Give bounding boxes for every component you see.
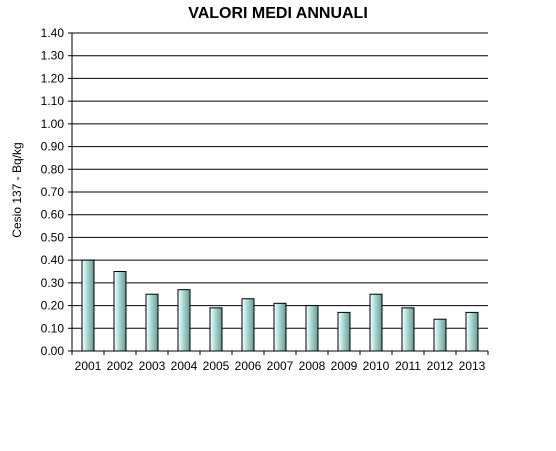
y-tick-label: 0.30 <box>41 276 65 290</box>
y-tick-labels: 0.00 0.10 0.20 0.30 0.40 0.50 0.60 0.70 0.80 0.90… <box>41 26 65 358</box>
bar-2004 <box>177 289 191 352</box>
bar-2011 <box>401 307 415 352</box>
y-tick-label: 1.30 <box>41 49 65 63</box>
y-tick-label: 1.00 <box>41 117 65 131</box>
y-tick-label: 1.10 <box>41 94 65 108</box>
y-tick-label: 0.90 <box>41 140 65 154</box>
bar-2009 <box>337 311 351 352</box>
bar-2012 <box>433 318 447 352</box>
y-tick-label: 0.00 <box>41 344 65 358</box>
x-tick-label: 2013 <box>459 359 486 373</box>
y-tick-label: 0.40 <box>41 253 65 267</box>
x-tick-label: 2008 <box>299 359 326 373</box>
x-tick-label: 2007 <box>267 359 294 373</box>
y-tick-label: 0.20 <box>41 299 65 313</box>
chart-title: VALORI MEDI ANNUALI <box>188 5 368 22</box>
axes <box>71 33 488 355</box>
y-tick-label: 0.10 <box>41 321 65 335</box>
x-tick-label: 2001 <box>75 359 102 373</box>
x-tick-label: 2011 <box>395 359 421 373</box>
x-tick-label: 2010 <box>363 359 390 373</box>
bar-2013 <box>465 311 479 352</box>
x-tick-labels: 2001 2002 2003 2004 2005 2006 2007 2008 2009 2010… <box>75 359 486 373</box>
x-tick-label: 2002 <box>107 359 134 373</box>
gridlines <box>68 32 489 355</box>
y-tick-label: 0.60 <box>41 208 65 222</box>
bar-2008 <box>305 305 319 352</box>
x-tick-label: 2003 <box>139 359 166 373</box>
bar-2005 <box>209 307 223 352</box>
bar-2003 <box>145 293 159 352</box>
y-axis-title: Cesio 137 - Bq/kg <box>10 142 24 237</box>
x-tick-label: 2009 <box>331 359 358 373</box>
bar-2001 <box>81 259 95 352</box>
y-tick-label: 1.40 <box>41 26 65 40</box>
y-tick-label: 0.80 <box>41 162 65 176</box>
x-tick-label: 2005 <box>203 359 230 373</box>
bar-2002 <box>113 271 127 352</box>
bar-2007 <box>273 302 287 352</box>
x-tick-label: 2004 <box>171 359 198 373</box>
x-tick-label: 2012 <box>427 359 454 373</box>
y-tick-label: 0.50 <box>41 230 65 244</box>
x-tick-label: 2006 <box>235 359 262 373</box>
y-tick-label: 0.70 <box>41 185 65 199</box>
bar-2006 <box>241 298 255 352</box>
y-tick-label: 1.20 <box>41 71 65 85</box>
bar-2010 <box>369 293 383 352</box>
